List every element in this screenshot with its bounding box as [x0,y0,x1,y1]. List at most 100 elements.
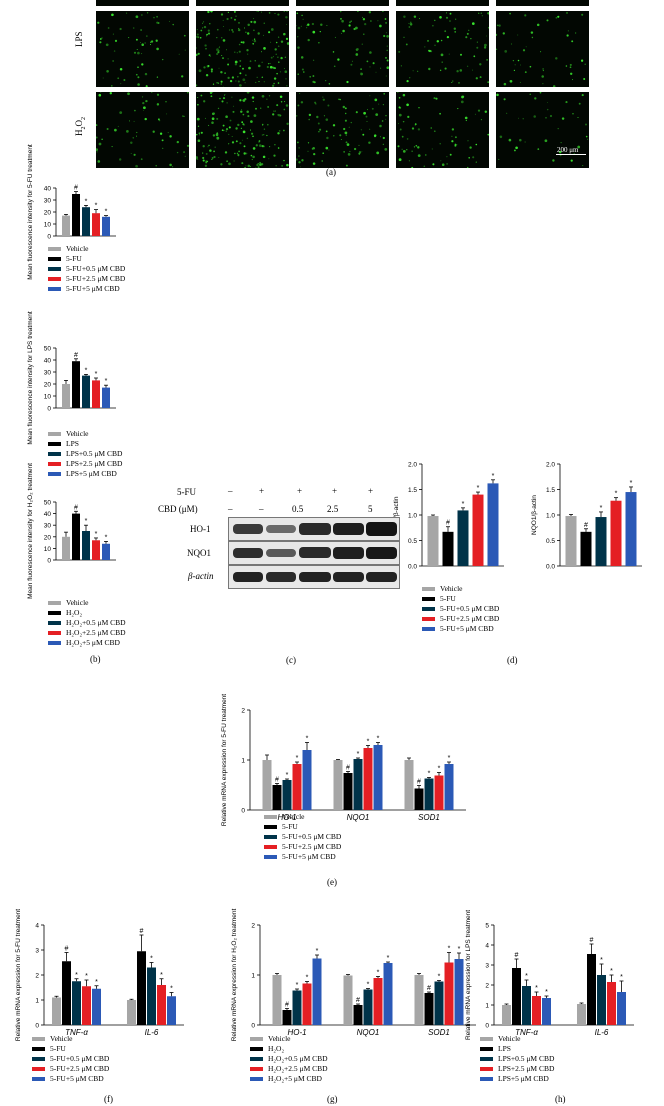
micrograph [296,0,389,6]
fu-sign: + [368,486,374,496]
y-tick-label: 40 [44,511,52,518]
y-axis-label: Relative mRNA expression for H₂O₂ treatm… [231,909,238,1042]
protein-label-nqo1: NQO1 [187,548,211,558]
bar [472,494,484,566]
bar [127,1000,136,1025]
legend-item: 5-FU+0.5 μM CBD [32,1054,109,1064]
legend-h: Vehicle LPS LPS+0.5 μM CBD LPS+2.5 μM CB… [480,1034,554,1084]
bar [82,207,90,236]
blot-ho1 [228,517,400,541]
significance-mark: * [296,755,299,762]
significance-mark: * [477,485,480,492]
bar [383,963,393,1025]
legend-item: H₂O₂+0.5 μM CBD [250,1054,328,1064]
fu-sign: + [259,486,265,496]
legend-item: LPS+5 μM CBD [480,1074,554,1084]
significance-mark: * [95,203,98,210]
y-tick-label: 0 [251,1023,255,1030]
legend-item: 5-FU+5 μM CBD [422,624,499,634]
bar [625,492,637,566]
y-tick-label: 1.0 [408,513,417,520]
bar [272,975,282,1025]
significance-mark: * [492,473,495,480]
bar [532,996,541,1025]
y-tick-label: 3 [485,963,489,970]
x-tick-label: NQO1 [357,1028,380,1037]
bar [414,975,424,1025]
y-tick-label: 2.0 [546,462,555,469]
y-tick-label: 2 [251,923,255,930]
micrograph [196,0,289,6]
bar [282,1010,292,1025]
bar [272,785,282,810]
bar [363,748,373,810]
bar [595,517,607,566]
legend-d: Vehicle 5-FU 5-FU+0.5 μM CBD 5-FU+2.5 μM… [422,584,499,634]
significance-mark: # [285,1002,289,1009]
legend-item: 5-FU+5 μM CBD [48,284,125,294]
y-tick-label: 1 [35,998,39,1005]
y-axis-label: Mean fluorescence intensity for LPS trea… [27,311,34,445]
legend-item: 5-FU+5 μM CBD [32,1074,109,1084]
y-tick-label: 1 [485,1003,489,1010]
legend-item: 5-FU+0.5 μM CBD [48,264,125,274]
significance-mark: * [448,946,451,953]
bar [512,968,521,1025]
legend-item: H₂O₂+2.5 μM CBD [250,1064,328,1074]
bar [72,361,80,408]
significance-mark: * [286,772,289,779]
significance-mark: * [462,501,465,508]
caption-b: (b) [90,654,101,664]
y-tick-label: 50 [44,346,52,353]
legend-item: Vehicle [422,584,499,594]
y-tick-label: 2 [241,708,245,715]
y-tick-label: 4 [485,943,489,950]
y-tick-label: 0.0 [408,564,417,571]
blot-actin [228,565,400,589]
micrograph [296,11,389,87]
significance-mark: * [630,480,633,487]
y-axis-label: Mean fluorescence intensity for H₂O₂ tre… [27,463,34,599]
cbd-dose: 0.5 [292,504,304,514]
y-tick-label: 10 [44,546,52,553]
significance-mark: * [377,736,380,743]
caption-c: (c) [286,655,296,665]
y-tick-label: 1 [241,758,245,765]
bar [72,981,81,1025]
significance-mark: * [377,970,380,977]
legend-item: LPS [480,1044,554,1054]
legend-item: 5-FU [264,822,341,832]
micrograph [196,92,289,168]
significance-mark: * [296,982,299,989]
legend-item: Vehicle [48,244,125,254]
legend-item: H₂O₂ [250,1044,328,1054]
bar [302,750,312,810]
y-tick-label: 0 [35,1023,39,1030]
significance-mark: * [150,956,153,963]
significance-mark: * [600,505,603,512]
y-tick-label: 30 [44,198,52,205]
significance-mark: * [105,534,108,541]
bar [587,954,596,1025]
bar [434,981,444,1025]
bar [427,516,439,566]
legend-item: 5-FU [422,594,499,604]
bar [52,997,61,1025]
y-axis-label: NQO1/β-actin [531,495,538,535]
caption-a: (a) [326,167,336,177]
x-tick-label: TNF-α [65,1028,88,1037]
x-tick-label: SOD1 [428,1028,450,1037]
bar [597,975,606,1025]
legend-f: Vehicle 5-FU 5-FU+0.5 μM CBD 5-FU+2.5 μM… [32,1034,109,1084]
y-tick-label: 3 [35,948,39,955]
legend-g: Vehicle H₂O₂ H₂O₂+0.5 μM CBD H₂O₂+2.5 μM… [250,1034,328,1084]
bar [82,375,90,408]
y-tick-label: 1.0 [546,513,555,520]
y-tick-label: 0.0 [546,564,555,571]
significance-mark: # [356,997,360,1004]
caption-f: (f) [104,1094,113,1104]
significance-mark: * [438,766,441,773]
significance-mark: * [448,755,451,762]
legend-item: 5-FU [48,254,125,264]
